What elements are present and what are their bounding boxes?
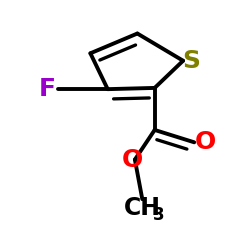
Text: CH: CH	[124, 196, 161, 220]
Text: O: O	[122, 148, 143, 172]
Text: 3: 3	[152, 206, 164, 224]
Text: S: S	[183, 49, 201, 73]
Text: F: F	[38, 77, 56, 101]
Text: O: O	[195, 130, 216, 154]
